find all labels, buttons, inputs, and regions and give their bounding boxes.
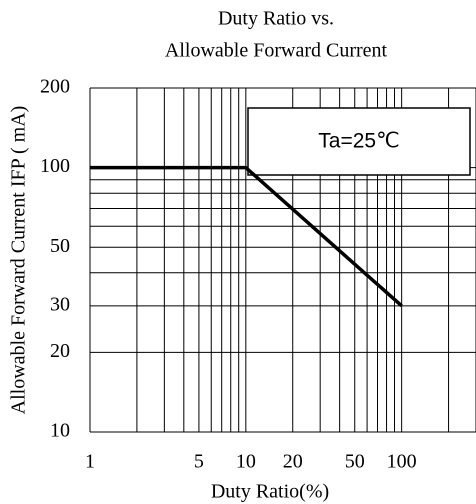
x-tick-label: 100 (387, 451, 417, 473)
chart-title: Allowable Forward Current (165, 40, 388, 62)
chart-title: Duty Ratio vs. (218, 8, 334, 30)
x-axis-label: Duty Ratio(%) (211, 481, 329, 503)
x-tick-label: 5 (194, 451, 204, 473)
y-tick-label: 100 (40, 155, 70, 177)
annotation: Ta=25℃ (318, 130, 399, 153)
y-axis-label: Allowable Forward Current IFP ( mA) (8, 106, 30, 415)
x-tick-label: 50 (345, 451, 365, 473)
x-tick-label: 20 (283, 451, 303, 473)
y-tick-label: 200 (40, 76, 70, 98)
x-tick-label: 1 (85, 451, 95, 473)
y-tick-label: 10 (50, 420, 70, 442)
y-tick-label: 30 (50, 293, 70, 315)
y-tick-label: 50 (50, 235, 70, 257)
data-line (90, 165, 403, 308)
x-tick-label: 10 (236, 451, 256, 473)
y-tick-label: 20 (50, 340, 70, 362)
annotation-box (247, 107, 471, 176)
